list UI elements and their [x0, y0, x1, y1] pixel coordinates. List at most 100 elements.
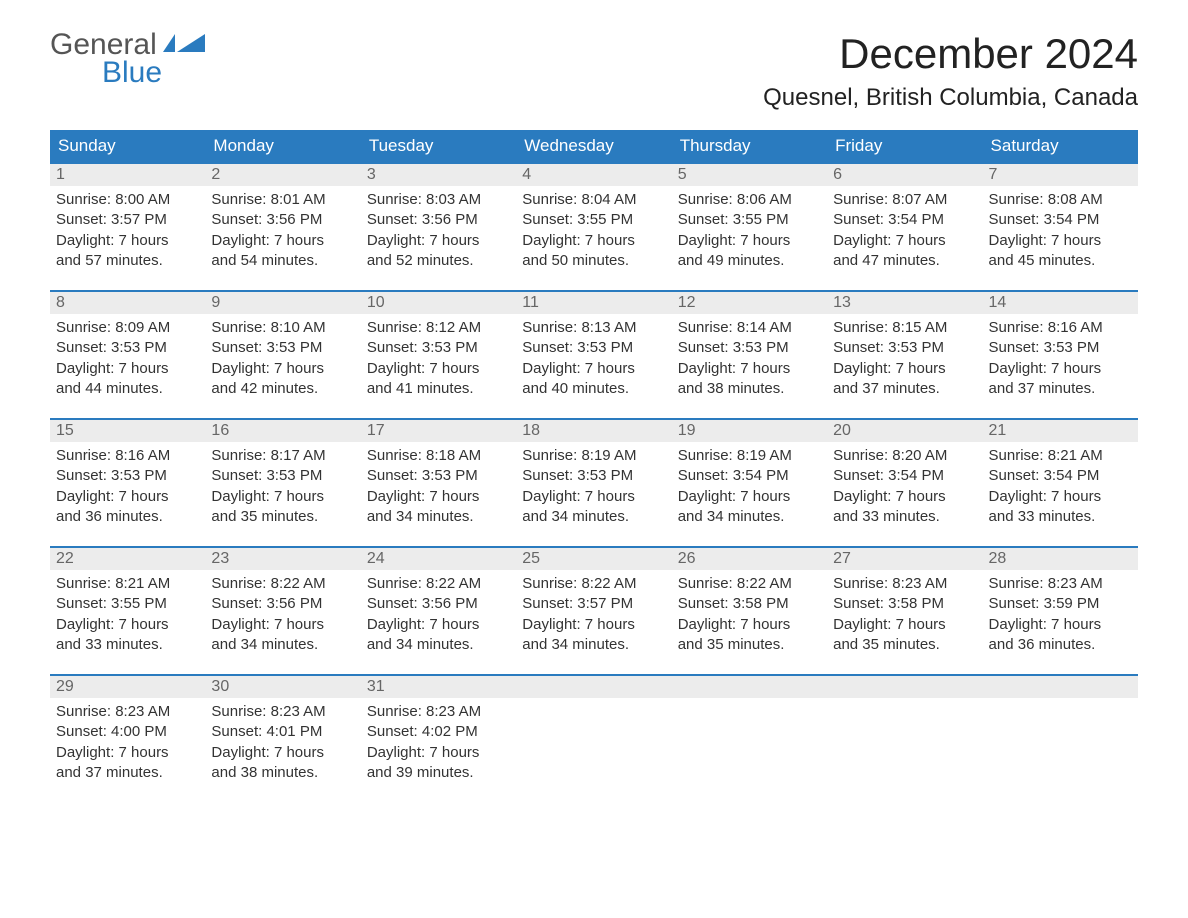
- daylight-line2: and 34 minutes.: [522, 507, 665, 527]
- day-number: 25: [516, 548, 671, 570]
- day-body: Sunrise: 8:14 AMSunset: 3:53 PMDaylight:…: [672, 314, 827, 399]
- day-cell: 3Sunrise: 8:03 AMSunset: 3:56 PMDaylight…: [361, 163, 516, 291]
- day-body: Sunrise: 8:23 AMSunset: 3:59 PMDaylight:…: [983, 570, 1138, 655]
- day-body: Sunrise: 8:21 AMSunset: 3:54 PMDaylight:…: [983, 442, 1138, 527]
- day-body: Sunrise: 8:12 AMSunset: 3:53 PMDaylight:…: [361, 314, 516, 399]
- sunrise-text: Sunrise: 8:15 AM: [833, 318, 976, 338]
- daylight-line1: Daylight: 7 hours: [56, 231, 199, 251]
- day-header-row: Sunday Monday Tuesday Wednesday Thursday…: [50, 130, 1138, 163]
- sunset-text: Sunset: 3:54 PM: [989, 466, 1132, 486]
- day-body: Sunrise: 8:16 AMSunset: 3:53 PMDaylight:…: [983, 314, 1138, 399]
- sunset-text: Sunset: 3:53 PM: [56, 466, 199, 486]
- sunset-text: Sunset: 3:54 PM: [989, 210, 1132, 230]
- sunset-text: Sunset: 3:55 PM: [522, 210, 665, 230]
- day-cell: 12Sunrise: 8:14 AMSunset: 3:53 PMDayligh…: [672, 291, 827, 419]
- sunrise-text: Sunrise: 8:16 AM: [989, 318, 1132, 338]
- sunrise-text: Sunrise: 8:13 AM: [522, 318, 665, 338]
- daylight-line2: and 39 minutes.: [367, 763, 510, 783]
- daylight-line2: and 45 minutes.: [989, 251, 1132, 271]
- sunset-text: Sunset: 3:53 PM: [56, 338, 199, 358]
- day-body: Sunrise: 8:10 AMSunset: 3:53 PMDaylight:…: [205, 314, 360, 399]
- daylight-line2: and 34 minutes.: [367, 507, 510, 527]
- day-body: Sunrise: 8:03 AMSunset: 3:56 PMDaylight:…: [361, 186, 516, 271]
- daylight-line1: Daylight: 7 hours: [211, 487, 354, 507]
- daylight-line1: Daylight: 7 hours: [678, 231, 821, 251]
- day-header: Wednesday: [516, 130, 671, 163]
- day-number: 21: [983, 420, 1138, 442]
- day-body: Sunrise: 8:09 AMSunset: 3:53 PMDaylight:…: [50, 314, 205, 399]
- day-cell: 20Sunrise: 8:20 AMSunset: 3:54 PMDayligh…: [827, 419, 982, 547]
- day-number: 13: [827, 292, 982, 314]
- daylight-line1: Daylight: 7 hours: [367, 487, 510, 507]
- day-cell: 5Sunrise: 8:06 AMSunset: 3:55 PMDaylight…: [672, 163, 827, 291]
- day-number: 5: [672, 164, 827, 186]
- day-number-empty: [983, 676, 1138, 698]
- day-body: Sunrise: 8:21 AMSunset: 3:55 PMDaylight:…: [50, 570, 205, 655]
- day-number: 8: [50, 292, 205, 314]
- sunrise-text: Sunrise: 8:07 AM: [833, 190, 976, 210]
- sunrise-text: Sunrise: 8:00 AM: [56, 190, 199, 210]
- logo-flag-icon: [161, 30, 205, 60]
- day-number: 6: [827, 164, 982, 186]
- day-body: Sunrise: 8:08 AMSunset: 3:54 PMDaylight:…: [983, 186, 1138, 271]
- daylight-line2: and 44 minutes.: [56, 379, 199, 399]
- daylight-line1: Daylight: 7 hours: [367, 615, 510, 635]
- sunrise-text: Sunrise: 8:10 AM: [211, 318, 354, 338]
- day-body: Sunrise: 8:04 AMSunset: 3:55 PMDaylight:…: [516, 186, 671, 271]
- day-cell: 10Sunrise: 8:12 AMSunset: 3:53 PMDayligh…: [361, 291, 516, 419]
- sunrise-text: Sunrise: 8:03 AM: [367, 190, 510, 210]
- day-cell: 22Sunrise: 8:21 AMSunset: 3:55 PMDayligh…: [50, 547, 205, 675]
- header: General Blue December 2024 Quesnel, Brit…: [50, 30, 1138, 112]
- daylight-line1: Daylight: 7 hours: [367, 359, 510, 379]
- daylight-line1: Daylight: 7 hours: [833, 359, 976, 379]
- title-block: December 2024 Quesnel, British Columbia,…: [763, 30, 1138, 112]
- sunrise-text: Sunrise: 8:23 AM: [367, 702, 510, 722]
- day-cell: 25Sunrise: 8:22 AMSunset: 3:57 PMDayligh…: [516, 547, 671, 675]
- sunrise-text: Sunrise: 8:19 AM: [522, 446, 665, 466]
- sunrise-text: Sunrise: 8:01 AM: [211, 190, 354, 210]
- daylight-line2: and 34 minutes.: [367, 635, 510, 655]
- daylight-line2: and 42 minutes.: [211, 379, 354, 399]
- day-body: Sunrise: 8:23 AMSunset: 3:58 PMDaylight:…: [827, 570, 982, 655]
- day-cell: 8Sunrise: 8:09 AMSunset: 3:53 PMDaylight…: [50, 291, 205, 419]
- daylight-line2: and 47 minutes.: [833, 251, 976, 271]
- daylight-line1: Daylight: 7 hours: [56, 359, 199, 379]
- daylight-line2: and 52 minutes.: [367, 251, 510, 271]
- sunset-text: Sunset: 3:56 PM: [211, 210, 354, 230]
- day-body: Sunrise: 8:22 AMSunset: 3:58 PMDaylight:…: [672, 570, 827, 655]
- day-number: 19: [672, 420, 827, 442]
- day-cell: 28Sunrise: 8:23 AMSunset: 3:59 PMDayligh…: [983, 547, 1138, 675]
- daylight-line2: and 50 minutes.: [522, 251, 665, 271]
- week-row: 8Sunrise: 8:09 AMSunset: 3:53 PMDaylight…: [50, 291, 1138, 419]
- sunrise-text: Sunrise: 8:23 AM: [833, 574, 976, 594]
- day-number-empty: [672, 676, 827, 698]
- daylight-line2: and 41 minutes.: [367, 379, 510, 399]
- day-cell: [516, 675, 671, 803]
- sunrise-text: Sunrise: 8:23 AM: [989, 574, 1132, 594]
- day-body: Sunrise: 8:22 AMSunset: 3:56 PMDaylight:…: [205, 570, 360, 655]
- sunset-text: Sunset: 3:57 PM: [522, 594, 665, 614]
- day-header: Friday: [827, 130, 982, 163]
- daylight-line1: Daylight: 7 hours: [678, 615, 821, 635]
- daylight-line2: and 33 minutes.: [989, 507, 1132, 527]
- day-header: Saturday: [983, 130, 1138, 163]
- day-number: 12: [672, 292, 827, 314]
- sunset-text: Sunset: 3:53 PM: [522, 338, 665, 358]
- day-header: Monday: [205, 130, 360, 163]
- sunset-text: Sunset: 3:53 PM: [833, 338, 976, 358]
- daylight-line1: Daylight: 7 hours: [211, 615, 354, 635]
- day-cell: 4Sunrise: 8:04 AMSunset: 3:55 PMDaylight…: [516, 163, 671, 291]
- sunrise-text: Sunrise: 8:23 AM: [56, 702, 199, 722]
- day-body: Sunrise: 8:22 AMSunset: 3:56 PMDaylight:…: [361, 570, 516, 655]
- sunrise-text: Sunrise: 8:17 AM: [211, 446, 354, 466]
- month-title: December 2024: [763, 30, 1138, 78]
- day-number: 23: [205, 548, 360, 570]
- day-cell: 2Sunrise: 8:01 AMSunset: 3:56 PMDaylight…: [205, 163, 360, 291]
- sunrise-text: Sunrise: 8:16 AM: [56, 446, 199, 466]
- day-number: 26: [672, 548, 827, 570]
- daylight-line2: and 40 minutes.: [522, 379, 665, 399]
- day-body: Sunrise: 8:15 AMSunset: 3:53 PMDaylight:…: [827, 314, 982, 399]
- sunset-text: Sunset: 3:55 PM: [678, 210, 821, 230]
- day-number: 28: [983, 548, 1138, 570]
- day-body: Sunrise: 8:17 AMSunset: 3:53 PMDaylight:…: [205, 442, 360, 527]
